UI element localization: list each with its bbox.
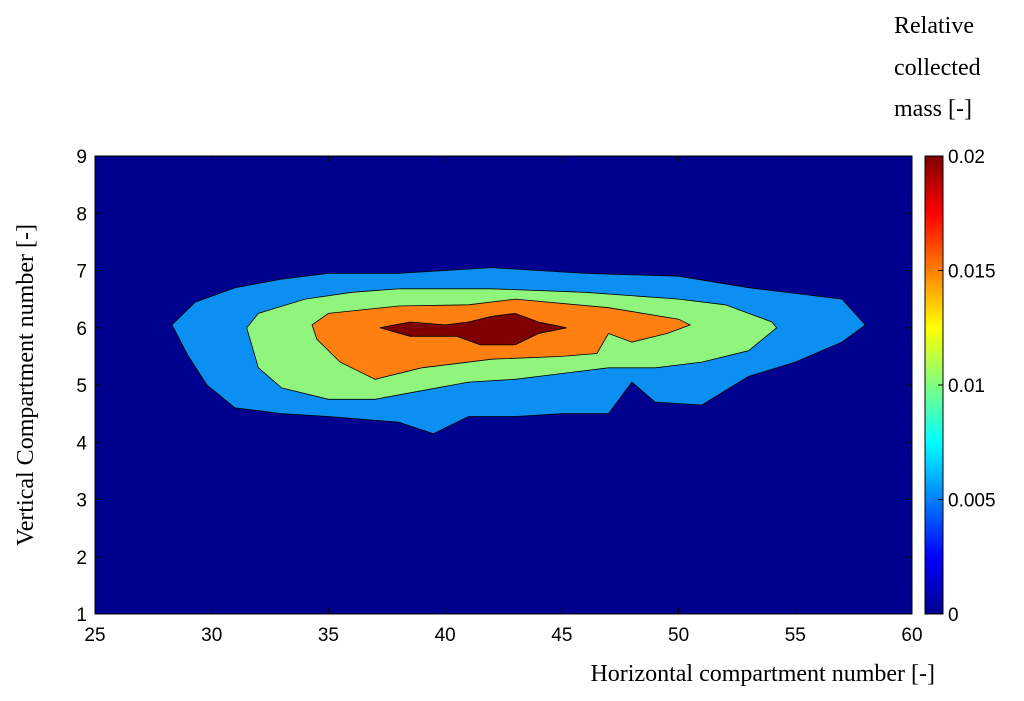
contour-level-3 <box>379 312 567 346</box>
colorbar-tick-label: 0.015 <box>948 262 996 283</box>
x-tick-label: 50 <box>668 625 689 646</box>
x-axis-ticks: 25 30 35 40 45 50 55 60 <box>84 156 923 646</box>
y-tick-label: 5 <box>76 376 87 397</box>
colorbar-label-line-3: mass [-] <box>894 96 972 122</box>
colorbar-label-line-2: collected <box>894 55 981 81</box>
colorbar-tick-label: 0.01 <box>948 376 985 397</box>
x-tick-label: 30 <box>201 625 222 646</box>
y-tick-label: 1 <box>76 605 87 626</box>
x-tick-label: 60 <box>901 625 922 646</box>
colorbar-label-line-1: Relative <box>894 13 974 39</box>
y-tick-label: 9 <box>76 147 87 168</box>
y-tick-label: 7 <box>76 262 87 283</box>
y-tick-label: 4 <box>76 433 87 454</box>
colorbar-tick-label: 0.02 <box>948 147 985 168</box>
y-tick-label: 6 <box>76 319 87 340</box>
y-axis-ticks: 1 2 3 4 5 6 7 8 9 <box>76 147 912 626</box>
contour-levels <box>171 267 866 435</box>
x-tick-label: 35 <box>318 625 339 646</box>
y-tick-label: 8 <box>76 204 87 225</box>
y-tick-label: 2 <box>76 548 87 569</box>
y-axis-label: Vertical Compartment number [-] <box>13 224 39 546</box>
colorbar-tick-label: 0.005 <box>948 491 996 512</box>
x-tick-label: 25 <box>84 625 105 646</box>
x-tick-label: 55 <box>785 625 806 646</box>
colorbar-ticks: 0 0.005 0.01 0.015 0.02 <box>938 147 996 626</box>
x-tick-label: 45 <box>551 625 572 646</box>
colorbar-tick-label: 0 <box>948 605 959 626</box>
y-tick-label: 3 <box>76 491 87 512</box>
x-axis-label: Horizontal compartment number [-] <box>590 661 935 687</box>
x-tick-label: 40 <box>435 625 456 646</box>
